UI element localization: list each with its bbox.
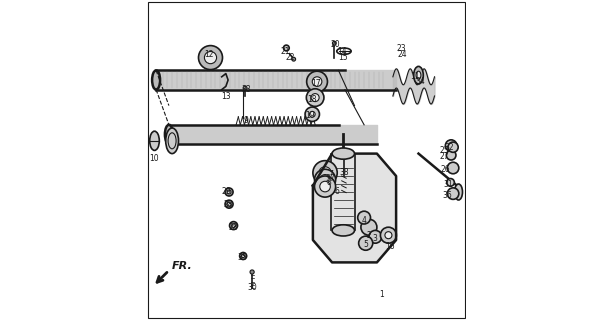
Text: 12: 12 <box>204 50 214 59</box>
Ellipse shape <box>225 188 233 196</box>
Text: 35: 35 <box>238 253 248 262</box>
Ellipse shape <box>332 148 354 159</box>
Ellipse shape <box>232 224 235 228</box>
Ellipse shape <box>320 181 330 192</box>
Ellipse shape <box>446 140 457 151</box>
Ellipse shape <box>313 161 337 185</box>
Ellipse shape <box>332 41 337 45</box>
Ellipse shape <box>227 190 231 194</box>
Text: 11: 11 <box>411 72 420 81</box>
Text: 20: 20 <box>330 40 340 49</box>
Text: 1: 1 <box>379 290 384 299</box>
Text: 32: 32 <box>444 143 454 152</box>
Text: 28: 28 <box>228 223 238 232</box>
Ellipse shape <box>150 131 159 150</box>
Text: 23: 23 <box>396 44 406 52</box>
Ellipse shape <box>306 71 327 92</box>
Text: 7: 7 <box>328 170 333 179</box>
Ellipse shape <box>381 227 397 243</box>
Text: 28: 28 <box>223 200 233 209</box>
Text: 29: 29 <box>222 188 231 196</box>
Ellipse shape <box>310 111 315 117</box>
Ellipse shape <box>250 270 254 274</box>
Ellipse shape <box>416 71 421 79</box>
Text: 14: 14 <box>337 47 346 56</box>
Ellipse shape <box>314 169 336 190</box>
Polygon shape <box>313 154 396 262</box>
Text: 22: 22 <box>286 53 295 62</box>
Ellipse shape <box>227 202 231 206</box>
Text: 3: 3 <box>373 234 378 243</box>
Ellipse shape <box>358 211 370 224</box>
Ellipse shape <box>447 188 459 199</box>
Ellipse shape <box>283 45 289 51</box>
Ellipse shape <box>448 142 458 152</box>
Text: 10: 10 <box>150 154 159 163</box>
Text: 38: 38 <box>339 168 349 177</box>
Text: 25: 25 <box>440 146 449 155</box>
Text: 8: 8 <box>327 178 331 187</box>
Text: 6: 6 <box>335 188 340 196</box>
Ellipse shape <box>312 77 322 86</box>
Ellipse shape <box>225 200 233 208</box>
Ellipse shape <box>204 52 216 64</box>
Text: 33: 33 <box>242 85 251 94</box>
Ellipse shape <box>414 67 424 84</box>
Ellipse shape <box>243 86 247 90</box>
Text: 36: 36 <box>443 191 452 200</box>
Ellipse shape <box>306 89 324 107</box>
Text: 30: 30 <box>247 284 257 292</box>
Ellipse shape <box>240 252 246 260</box>
Text: 24: 24 <box>398 50 407 59</box>
Ellipse shape <box>199 46 223 70</box>
Text: 2: 2 <box>367 231 371 240</box>
Ellipse shape <box>454 184 462 200</box>
Text: 17: 17 <box>311 79 321 88</box>
Text: 21: 21 <box>281 47 291 56</box>
Text: 16: 16 <box>385 242 395 251</box>
Ellipse shape <box>292 57 295 61</box>
Text: 37: 37 <box>325 174 335 183</box>
Ellipse shape <box>311 93 319 102</box>
Ellipse shape <box>305 107 319 122</box>
Text: 5: 5 <box>364 240 368 249</box>
Ellipse shape <box>359 236 373 250</box>
Ellipse shape <box>361 219 377 235</box>
Ellipse shape <box>446 150 456 160</box>
Ellipse shape <box>332 225 354 236</box>
Ellipse shape <box>314 176 336 197</box>
Text: 13: 13 <box>221 92 230 100</box>
Text: FR.: FR. <box>172 261 193 271</box>
Ellipse shape <box>229 222 238 230</box>
Text: 15: 15 <box>338 53 348 62</box>
Text: 19: 19 <box>305 111 314 120</box>
Text: 18: 18 <box>308 95 317 104</box>
Ellipse shape <box>242 254 245 258</box>
Text: 31: 31 <box>443 180 453 188</box>
Ellipse shape <box>447 162 459 174</box>
Text: 34: 34 <box>415 77 425 86</box>
Ellipse shape <box>319 167 331 179</box>
Ellipse shape <box>369 230 382 243</box>
Text: 9: 9 <box>243 116 248 124</box>
Ellipse shape <box>166 128 178 154</box>
Ellipse shape <box>165 125 173 144</box>
Text: 27: 27 <box>440 152 449 161</box>
Ellipse shape <box>152 70 160 90</box>
Text: 4: 4 <box>362 216 367 225</box>
Ellipse shape <box>447 179 454 186</box>
Ellipse shape <box>385 232 392 239</box>
Ellipse shape <box>320 175 330 185</box>
Text: 26: 26 <box>441 165 451 174</box>
